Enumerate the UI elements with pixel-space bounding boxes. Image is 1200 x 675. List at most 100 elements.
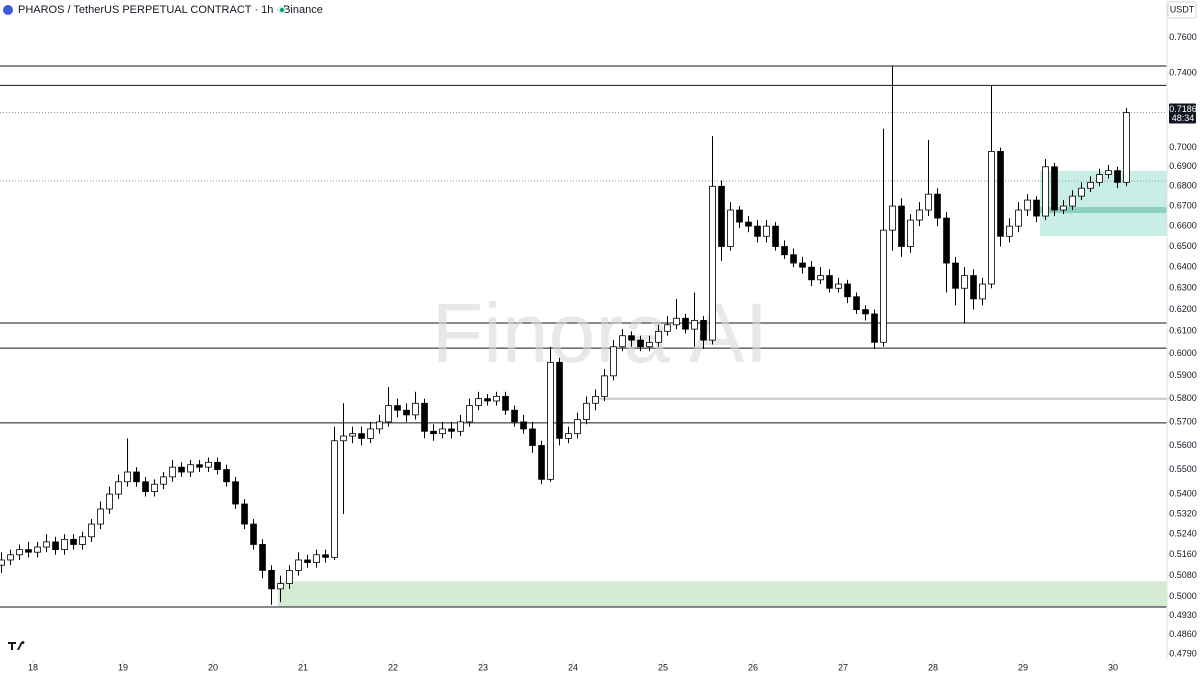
candle-body: [304, 559, 311, 563]
candle-body: [223, 469, 230, 483]
candle-body: [592, 395, 599, 404]
candle-body: [484, 398, 491, 402]
candle-body: [637, 339, 644, 348]
candle-body: [214, 461, 221, 470]
candle-body: [511, 409, 518, 423]
zone: [600, 397, 1167, 400]
symbol-icon: [3, 5, 13, 15]
candle-body: [565, 433, 572, 439]
candle-body: [547, 361, 554, 480]
candle-body: [907, 219, 914, 247]
candle-body: [988, 150, 995, 285]
y-tick-label: 0.7600: [1169, 32, 1197, 42]
candle-body: [295, 559, 302, 571]
candle-body: [601, 375, 608, 397]
candle-body: [934, 193, 941, 219]
y-tick-label: 0.7000: [1169, 142, 1197, 152]
candle-body: [205, 461, 212, 468]
candle-body: [115, 481, 122, 495]
candle-body: [727, 209, 734, 247]
candle-body: [808, 266, 815, 281]
x-tick-label: 18: [28, 662, 38, 672]
candle-body: [1051, 166, 1058, 211]
y-tick-label: 0.6100: [1169, 326, 1197, 336]
candle-body: [574, 419, 581, 435]
candle-body: [493, 395, 500, 402]
candle-body: [619, 335, 626, 348]
candle-body: [880, 229, 887, 343]
candle-body: [52, 541, 59, 551]
candle-body: [961, 275, 968, 289]
unit-box[interactable]: [1167, 1, 1197, 19]
countdown-label: 48:34: [1172, 113, 1195, 123]
y-tick-label: 0.7400: [1169, 68, 1197, 78]
candle-body: [124, 471, 131, 483]
candle-body: [655, 330, 662, 343]
candle-body: [259, 544, 266, 571]
candle-body: [556, 361, 563, 439]
candle-body: [349, 433, 356, 437]
status-dot: [280, 8, 284, 12]
candle-body: [0, 559, 5, 566]
x-tick-label: 22: [388, 662, 398, 672]
candle-body: [268, 570, 275, 590]
candle-body: [691, 320, 698, 330]
candle-body: [997, 150, 1004, 237]
candle-body: [241, 503, 248, 525]
x-tick-label: 21: [298, 662, 308, 672]
candle-body: [817, 275, 824, 281]
candle-body: [475, 398, 482, 406]
candle-body: [16, 549, 23, 556]
candle-body: [1024, 199, 1031, 211]
candle-body: [709, 185, 716, 341]
candle-body: [1015, 209, 1022, 227]
y-tick-label: 0.4930: [1169, 610, 1197, 620]
y-tick-label: 0.5000: [1169, 591, 1197, 601]
candle-body: [799, 262, 806, 268]
candle-body: [250, 523, 257, 545]
candle-body: [1033, 199, 1040, 217]
candle-body: [1006, 225, 1013, 237]
candle-body: [718, 185, 725, 247]
candle-body: [358, 433, 365, 439]
candle-body: [628, 335, 635, 341]
candle-body: [1087, 181, 1094, 189]
candle-body: [529, 428, 536, 446]
y-tick-label: 0.5320: [1169, 508, 1197, 518]
candle-body: [367, 428, 374, 439]
x-tick-label: 29: [1018, 662, 1028, 672]
y-tick-label: 0.6400: [1169, 262, 1197, 272]
y-tick-label: 0.6600: [1169, 221, 1197, 231]
candle-body: [943, 217, 950, 264]
candle-body: [196, 464, 203, 468]
candle-body: [331, 440, 338, 558]
candle-body: [1114, 170, 1121, 183]
candle-body: [277, 583, 284, 590]
candle-body: [178, 466, 185, 473]
annotations: [0, 65, 1167, 608]
candle-body: [1096, 174, 1103, 183]
zone: [1040, 207, 1167, 214]
candle-body: [970, 275, 977, 300]
y-tick-label: 0.4860: [1169, 629, 1197, 639]
candle-body: [43, 541, 50, 548]
candle-body: [673, 317, 680, 326]
y-tick-label: 0.6500: [1169, 241, 1197, 251]
candle-body: [862, 309, 869, 315]
candle-body: [133, 471, 140, 483]
candle-body: [79, 536, 86, 545]
x-tick-label: 30: [1108, 662, 1118, 672]
zone: [277, 581, 1167, 608]
candle-body: [448, 428, 455, 432]
y-tick-label: 0.6900: [1169, 161, 1197, 171]
y-tick-label: 0.5600: [1169, 440, 1197, 450]
candle-body: [169, 466, 176, 478]
candle-body: [106, 493, 113, 510]
candle-body: [538, 445, 545, 480]
y-tick-label: 0.6300: [1169, 283, 1197, 293]
y-tick-label: 0.6000: [1169, 348, 1197, 358]
candle-body: [97, 508, 104, 525]
candle-body: [736, 209, 743, 223]
unit-label: USDT: [1170, 4, 1195, 14]
